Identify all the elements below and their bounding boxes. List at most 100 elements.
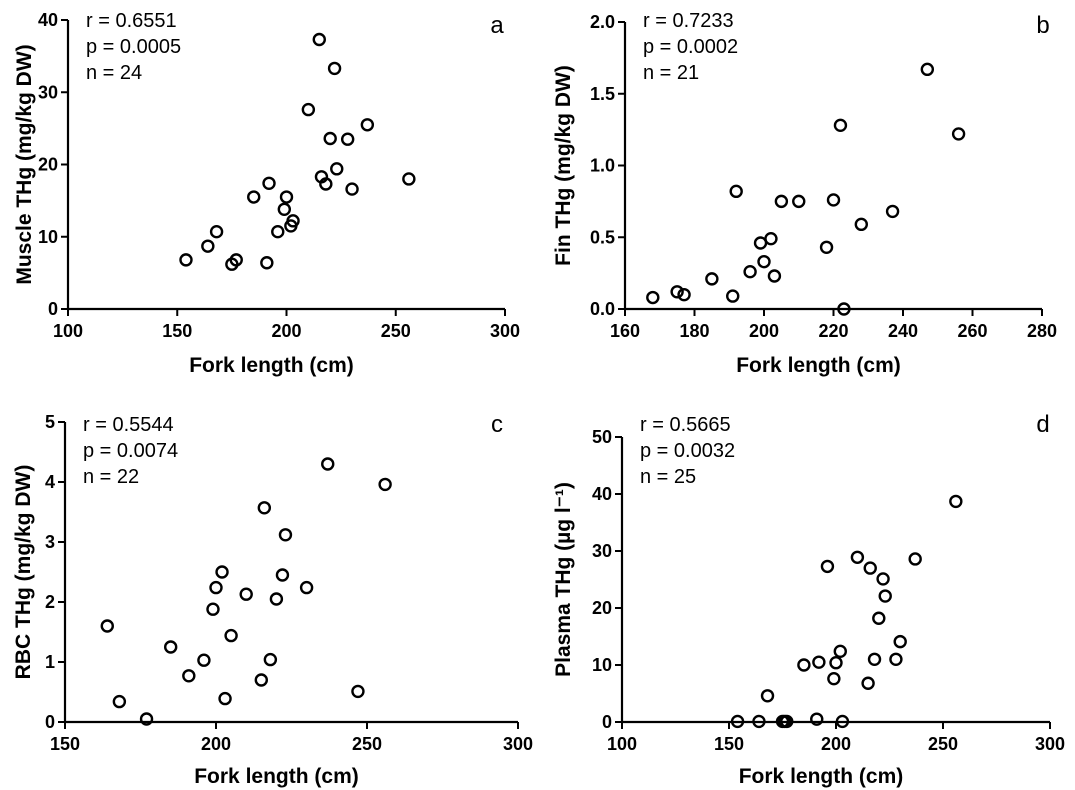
x-tick-label: 250	[928, 734, 958, 754]
data-point	[835, 714, 850, 729]
panel-b: 160 180 200 220 240 260 280 0.0 0.5 1.0 1.5 2.0 Fork…	[552, 10, 1057, 377]
y-tick-label: 2	[45, 592, 55, 612]
data-point	[889, 652, 903, 666]
data-point	[378, 477, 392, 492]
x-tick-label: 150	[714, 734, 744, 754]
y-tick-label: 5	[45, 412, 55, 432]
x-tick-label: 260	[957, 321, 987, 341]
data-point	[330, 162, 344, 176]
y-axis-title: Fin THg (mg/kg DW)	[552, 65, 575, 266]
data-point	[752, 714, 766, 729]
y-tick-label: 50	[592, 427, 612, 447]
stat-annotation: p = 0.0074	[83, 440, 178, 462]
data-point	[312, 32, 326, 47]
x-tick-label: 300	[503, 734, 533, 754]
data-point	[774, 194, 789, 209]
x-tick-label: 180	[679, 321, 709, 341]
panel-letter: a	[490, 12, 504, 39]
y-tick-label: 4	[45, 472, 55, 492]
y-tick-label: 0	[45, 712, 55, 732]
data-point	[893, 634, 907, 649]
data-point	[269, 592, 284, 606]
stat-annotation: p = 0.0005	[86, 36, 181, 58]
stat-annotation: n = 25	[640, 466, 696, 488]
data-point	[878, 589, 892, 603]
data-point	[319, 177, 333, 191]
panel-d: 100 150 200 250 300 0 10 20 30 40 50 Fork length (c…	[552, 411, 1065, 788]
data-point	[812, 655, 826, 669]
data-point	[139, 712, 154, 726]
y-tick-label: 30	[38, 82, 58, 102]
y-tick-label: 0.5	[590, 227, 615, 247]
panel-a: 100 150 200 250 300 0 10 20 30 40 Fork length (cm)…	[13, 10, 520, 377]
y-tick-label: 1	[45, 652, 55, 672]
data-point	[837, 302, 851, 316]
data-point	[209, 224, 224, 239]
data-point	[863, 561, 877, 575]
y-axis-title: Muscle THg (mg/kg DW)	[13, 44, 36, 284]
data-point	[854, 217, 868, 232]
data-point	[206, 602, 220, 616]
x-tick-label: 300	[1035, 734, 1065, 754]
data-point	[197, 653, 211, 667]
x-tick-label: 160	[610, 321, 640, 341]
x-tick-label: 150	[162, 321, 192, 341]
x-tick-label: 300	[490, 321, 520, 341]
data-point	[340, 132, 355, 146]
data-point	[949, 494, 963, 509]
x-tick-label: 100	[53, 321, 83, 341]
y-tick-label: 40	[592, 484, 612, 504]
data-point	[275, 568, 290, 582]
data-point	[730, 714, 745, 729]
data-point	[810, 712, 824, 726]
x-axis-title: Fork length (cm)	[194, 765, 359, 788]
x-tick-label: 100	[607, 734, 637, 754]
data-point	[677, 287, 691, 302]
y-tick-label: 10	[592, 655, 612, 675]
data-point	[885, 204, 900, 219]
data-point	[876, 572, 890, 586]
data-point	[257, 501, 272, 515]
y-axis-title: RBC THg (mg/kg DW)	[12, 465, 35, 680]
x-axis-title: Fork length (cm)	[189, 354, 354, 377]
data-point	[829, 656, 843, 670]
x-tick-label: 280	[1027, 321, 1057, 341]
data-point	[299, 580, 314, 595]
data-point	[646, 290, 660, 305]
data-point	[826, 193, 841, 207]
stat-annotation: p = 0.0032	[640, 440, 735, 462]
x-tick-label: 200	[821, 734, 851, 754]
y-tick-label: 0	[48, 299, 58, 319]
data-point	[951, 127, 966, 141]
data-point	[239, 587, 253, 601]
panel-letter: c	[491, 411, 503, 438]
panel-c: 150 200 250 300 0 1 2 3 4 5 Fork length (cm) RBC TH…	[12, 411, 533, 788]
data-point	[705, 272, 719, 286]
data-point	[218, 691, 232, 706]
x-tick-label: 150	[50, 734, 80, 754]
stat-annotation: r = 0.7233	[643, 10, 734, 32]
data-point	[767, 269, 782, 283]
panel-letter: b	[1036, 12, 1049, 39]
data-point	[209, 580, 223, 595]
data-point	[743, 264, 757, 279]
stat-annotation: n = 24	[86, 62, 142, 84]
data-point	[833, 118, 848, 133]
data-point	[360, 118, 375, 132]
data-point	[260, 256, 274, 270]
y-tick-label: 20	[38, 155, 58, 175]
data-point	[278, 528, 293, 542]
data-point	[215, 565, 229, 579]
data-point	[254, 673, 268, 687]
x-tick-label: 250	[352, 734, 382, 754]
data-point	[327, 61, 342, 76]
data-point	[179, 253, 193, 267]
data-point	[286, 214, 300, 228]
data-point	[827, 671, 841, 686]
y-tick-label: 0	[602, 712, 612, 732]
data-point	[861, 676, 875, 690]
x-tick-label: 240	[888, 321, 918, 341]
x-axis-title: Fork length (cm)	[739, 765, 904, 788]
stat-annotation: r = 0.6551	[86, 10, 177, 32]
